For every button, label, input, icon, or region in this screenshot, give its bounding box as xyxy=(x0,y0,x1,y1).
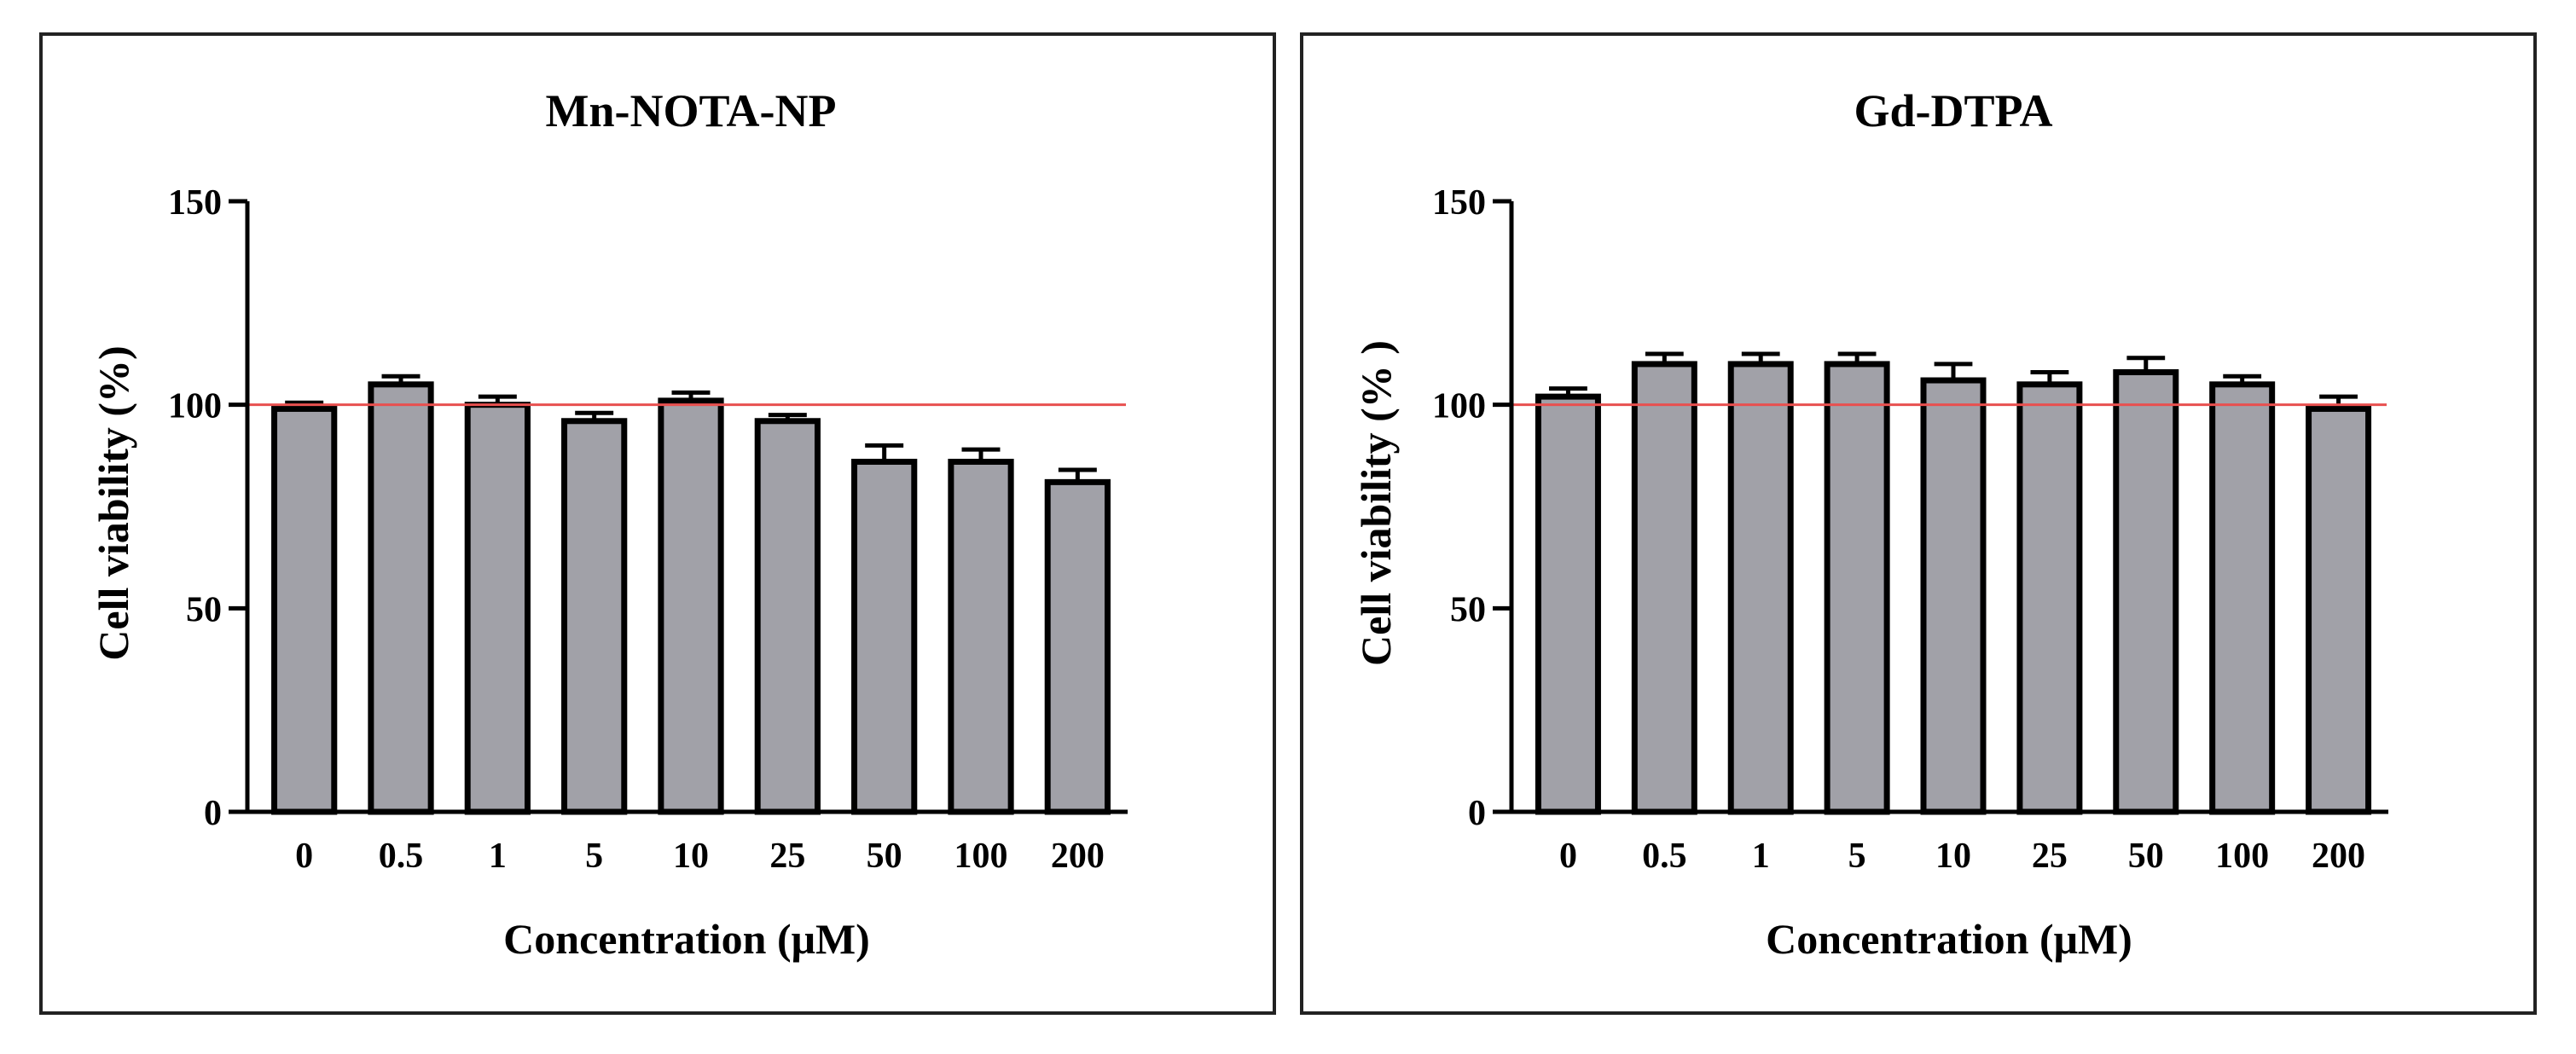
bar xyxy=(754,418,821,815)
x-axis-label: Concentration (μM) xyxy=(503,915,870,963)
x-tick-label: 0.5 xyxy=(1642,837,1687,876)
bar xyxy=(2209,381,2276,815)
y-axis-label: Cell viability (%) xyxy=(90,345,137,660)
x-axis-label: Concentration (μM) xyxy=(1766,915,2132,963)
bar xyxy=(948,458,1014,815)
x-tick-label: 0 xyxy=(1559,837,1577,876)
x-tick-label: 200 xyxy=(2312,837,2365,876)
y-tick-label: 50 xyxy=(1450,590,1486,629)
x-tick-label: 100 xyxy=(954,837,1008,876)
x-tick-label: 25 xyxy=(2032,837,2068,876)
x-tick-label: 50 xyxy=(2128,837,2164,876)
y-tick-label: 0 xyxy=(204,794,222,833)
x-tick-label: 1 xyxy=(1752,837,1770,876)
chart-title: Mn-NOTA-NP xyxy=(546,85,837,136)
bar xyxy=(271,405,338,815)
x-ticks: 0 0.5 1 5 10 25 50 100 200 xyxy=(1559,837,2365,876)
x-tick-label: 0.5 xyxy=(379,837,424,876)
bar xyxy=(1535,393,1601,815)
bar xyxy=(1044,478,1111,815)
x-tick-label: 10 xyxy=(673,837,709,876)
bar xyxy=(1920,377,1987,815)
x-tick-label: 0 xyxy=(295,837,313,876)
y-tick-label: 100 xyxy=(168,387,222,426)
bar xyxy=(368,381,434,815)
x-tick-label: 5 xyxy=(585,837,603,876)
chart-title: Gd-DTPA xyxy=(1854,85,2052,136)
x-tick-label: 1 xyxy=(489,837,507,876)
y-tick-label: 50 xyxy=(186,590,222,629)
panel-gd-dtpa: Gd-DTPA Cell viability (% ) Concentratio… xyxy=(1300,32,2537,1015)
bar xyxy=(851,458,918,815)
y-tick-label: 150 xyxy=(1432,183,1486,223)
y-axis-label: Cell viability (% ) xyxy=(1352,340,1400,666)
x-tick-label: 25 xyxy=(769,837,805,876)
x-ticks: 0 0.5 1 5 10 25 50 100 200 xyxy=(295,837,1105,876)
y-tick-label: 0 xyxy=(1468,794,1486,833)
bar xyxy=(2016,381,2083,815)
bars xyxy=(1511,351,2387,815)
bar xyxy=(1727,361,1794,815)
panel-mn-nota-np: Mn-NOTA-NP Cell viability (%) Concentrat… xyxy=(39,32,1276,1015)
bar xyxy=(1824,361,1890,815)
x-tick-label: 10 xyxy=(1935,837,1971,876)
y-ticks: 0 50 100 150 xyxy=(1432,183,1511,833)
bar xyxy=(464,402,531,815)
bar xyxy=(2306,405,2372,815)
x-tick-label: 100 xyxy=(2215,837,2269,876)
x-tick-label: 50 xyxy=(867,837,902,876)
y-ticks: 0 50 100 150 xyxy=(168,183,247,833)
bar xyxy=(2113,368,2179,815)
x-tick-label: 200 xyxy=(1051,837,1105,876)
y-tick-label: 150 xyxy=(168,183,222,223)
bar xyxy=(1631,361,1697,815)
bar xyxy=(658,397,724,815)
bar xyxy=(561,418,628,815)
x-tick-label: 5 xyxy=(1848,837,1866,876)
y-tick-label: 100 xyxy=(1432,387,1486,426)
